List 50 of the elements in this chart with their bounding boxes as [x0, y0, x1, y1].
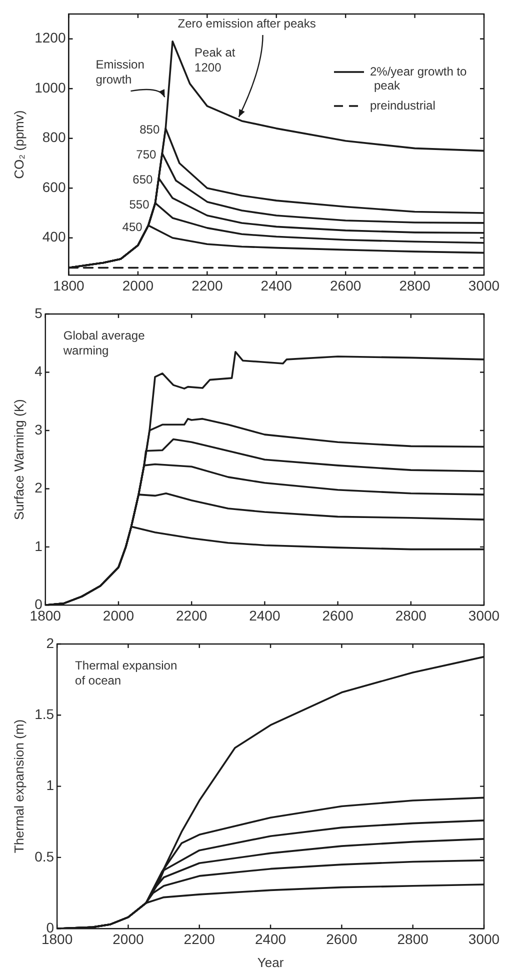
y-tick-label: 800 — [42, 129, 66, 146]
x-tick-label: 2800 — [397, 930, 429, 947]
annotation: Zero emission after peaks — [178, 16, 316, 30]
y-tick-label: 0 — [46, 919, 54, 936]
x-tick-label: 2400 — [260, 277, 292, 294]
y-tick-label: 5 — [34, 304, 43, 321]
y-tick-label: 1000 — [34, 79, 66, 96]
annotation: Peak at 1200 — [194, 46, 236, 75]
y-axis-title: Surface Warming (K) — [11, 399, 26, 520]
x-tick-label: 3000 — [468, 277, 500, 294]
x-tick-label: 2200 — [176, 607, 208, 624]
annotation: Global average warming — [62, 328, 146, 358]
x-tick-label: 2600 — [330, 277, 362, 294]
x-tick-label: 2000 — [122, 277, 154, 294]
y-tick-label: 3 — [34, 421, 43, 438]
y-tick-label: 2 — [46, 634, 54, 651]
y-tick-label: 0.5 — [34, 848, 54, 864]
x-tick-label: 3000 — [468, 607, 500, 624]
x-tick-label: 2200 — [184, 930, 216, 947]
x-tick-label: 2000 — [112, 930, 144, 947]
x-tick-label: 2400 — [254, 930, 286, 947]
legend-label: preindustrial — [370, 98, 436, 112]
y-tick-label: 600 — [42, 178, 66, 195]
annotation: Thermal expansion of ocean — [75, 658, 178, 688]
y-tick-label: 4 — [34, 363, 43, 380]
y-axis-title: CO₂ (ppmv) — [11, 110, 26, 179]
annotation: 450 — [122, 220, 143, 234]
y-tick-label: 400 — [42, 228, 66, 245]
y-tick-label: 1 — [46, 777, 54, 794]
x-tick-label: 2600 — [322, 607, 354, 624]
annotation: 850 — [140, 122, 160, 137]
x-tick-label: 2800 — [395, 607, 427, 624]
legend-label: 2%/year growth to peak — [370, 64, 468, 92]
x-tick-label: 2200 — [192, 277, 223, 294]
y-tick-label: 1200 — [34, 30, 66, 46]
annotation: Emission growth — [96, 57, 144, 86]
annotation: 550 — [129, 197, 150, 212]
y-tick-label: 2 — [34, 480, 43, 496]
x-tick-label: 3000 — [468, 930, 500, 947]
x-tick-label: 2800 — [399, 277, 431, 294]
annotation: 650 — [132, 172, 154, 186]
y-tick-label: 1 — [34, 538, 43, 554]
annotation: 750 — [136, 148, 156, 162]
y-tick-label: 1.5 — [34, 706, 54, 722]
x-tick-label: 1800 — [53, 277, 85, 294]
x-tick-label: 2400 — [249, 607, 280, 624]
x-tick-label: 2600 — [326, 930, 358, 947]
y-axis-title: Thermal expansion (m) — [11, 719, 26, 854]
x-axis-title: Year — [257, 954, 284, 970]
x-tick-label: 2000 — [102, 607, 134, 624]
